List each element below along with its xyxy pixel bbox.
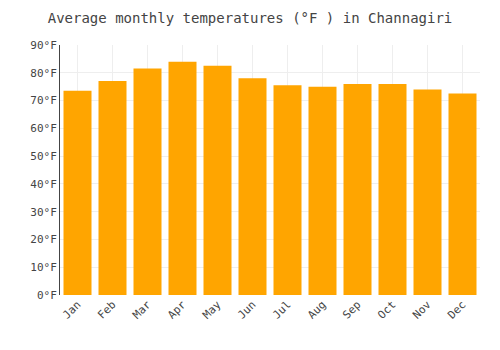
svg-text:Oct: Oct xyxy=(375,298,398,321)
svg-text:Average monthly temperatures (: Average monthly temperatures (°F ) in Ch… xyxy=(48,10,453,26)
svg-text:Dec: Dec xyxy=(445,298,468,321)
svg-text:80°F: 80°F xyxy=(30,67,57,80)
svg-text:Aug: Aug xyxy=(305,298,328,321)
svg-text:90°F: 90°F xyxy=(30,39,57,52)
svg-text:20°F: 20°F xyxy=(30,233,57,246)
svg-text:Jul: Jul xyxy=(270,298,293,321)
svg-text:0°F: 0°F xyxy=(37,289,57,302)
svg-text:Feb: Feb xyxy=(95,298,118,321)
svg-text:30°F: 30°F xyxy=(30,206,57,219)
svg-text:Jun: Jun xyxy=(235,298,258,321)
svg-text:70°F: 70°F xyxy=(30,94,57,107)
svg-text:40°F: 40°F xyxy=(30,178,57,191)
svg-text:May: May xyxy=(200,298,224,322)
svg-text:50°F: 50°F xyxy=(30,150,57,163)
svg-text:60°F: 60°F xyxy=(30,122,57,135)
svg-text:Nov: Nov xyxy=(410,298,434,322)
svg-text:Sep: Sep xyxy=(340,298,363,321)
svg-text:10°F: 10°F xyxy=(30,261,57,274)
svg-text:Mar: Mar xyxy=(130,298,154,322)
svg-text:Apr: Apr xyxy=(165,298,189,322)
svg-text:Jan: Jan xyxy=(60,298,83,321)
